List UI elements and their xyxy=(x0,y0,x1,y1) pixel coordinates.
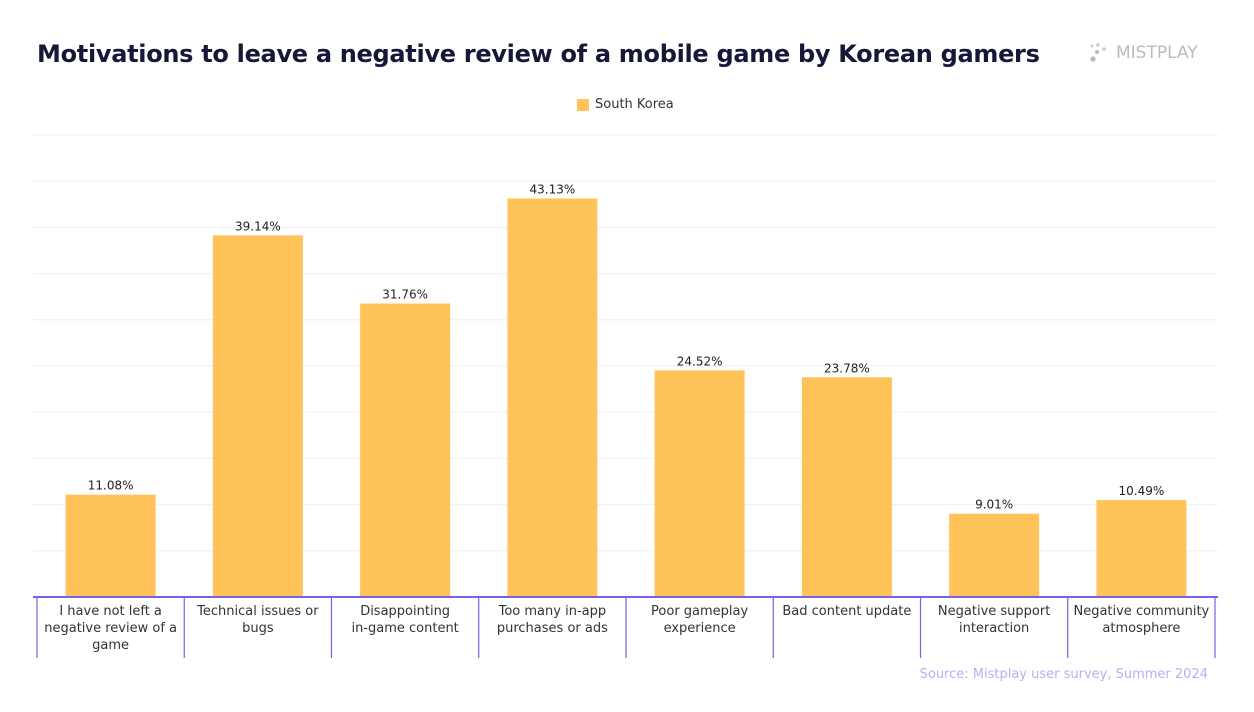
chart-title: Motivations to leave a negative review o… xyxy=(37,40,1040,68)
category-label: game xyxy=(92,638,129,653)
data-label: 10.49% xyxy=(1118,484,1164,498)
category-label: Too many in-app xyxy=(498,604,606,619)
data-label: 31.76% xyxy=(382,288,428,302)
category-label: I have not left a xyxy=(59,604,162,619)
bar xyxy=(801,377,892,597)
category-label: Disappointing xyxy=(360,604,450,619)
category-label: Bad content update xyxy=(782,604,911,619)
category-label: Technical issues or xyxy=(196,604,319,619)
bar xyxy=(654,370,745,597)
data-label: 23.78% xyxy=(824,361,870,375)
source-note: Source: Mistplay user survey, Summer 202… xyxy=(919,667,1208,682)
bar xyxy=(949,513,1040,597)
bar xyxy=(507,198,598,597)
legend: South Korea xyxy=(577,97,674,112)
logo-dots-icon xyxy=(1090,43,1106,62)
category-label: bugs xyxy=(242,621,274,636)
bar xyxy=(65,494,156,597)
category-label: purchases or ads xyxy=(497,621,608,636)
data-label: 43.13% xyxy=(529,182,575,196)
logo-text: MISTPLAY xyxy=(1116,43,1198,63)
category-label: interaction xyxy=(959,621,1029,636)
bar xyxy=(212,235,303,597)
data-label: 39.14% xyxy=(235,219,281,233)
category-label: atmosphere xyxy=(1102,621,1180,636)
category-label: Negative community xyxy=(1073,604,1209,619)
legend-swatch xyxy=(577,98,589,111)
bar xyxy=(1096,500,1187,597)
bar xyxy=(360,303,451,597)
data-label: 9.01% xyxy=(975,498,1013,512)
category-label: Poor gameplay xyxy=(651,604,748,619)
mistplay-logo: MISTPLAY xyxy=(1088,42,1198,64)
category-label: experience xyxy=(664,621,736,636)
data-label: 11.08% xyxy=(88,479,134,493)
category-label: in-game content xyxy=(351,621,458,636)
data-label: 24.52% xyxy=(677,354,723,368)
category-label: negative review of a xyxy=(44,621,177,636)
legend-label: South Korea xyxy=(595,97,674,112)
category-label: Negative support xyxy=(938,604,1050,619)
